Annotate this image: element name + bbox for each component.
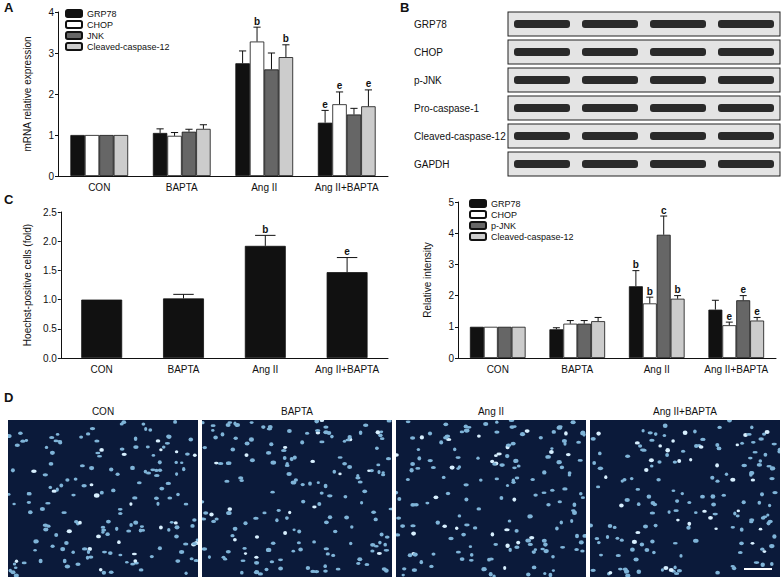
svg-text:BAPTA: BAPTA (167, 364, 199, 375)
html-text:Ang II: Ang II (477, 406, 505, 417)
svg-text:2.0: 2.0 (43, 236, 57, 247)
svg-text:1: 1 (448, 321, 454, 332)
svg-text:mRNA relative expression: mRNA relative expression (22, 36, 33, 151)
html-text:BAPTA: BAPTA (281, 406, 313, 417)
svg-text:e: e (337, 80, 343, 91)
svg-text:2: 2 (48, 89, 54, 100)
svg-text:GRP78: GRP78 (414, 19, 447, 30)
svg-text:Ang II+BAPTA: Ang II+BAPTA (315, 182, 379, 193)
svg-text:p-JNK: p-JNK (491, 221, 516, 231)
svg-text:p-JNK: p-JNK (414, 75, 442, 86)
svg-text:CHOP: CHOP (87, 20, 113, 30)
html-text:CON: CON (91, 406, 115, 417)
svg-text:Ang II: Ang II (644, 364, 670, 375)
svg-text:GAPDH: GAPDH (414, 159, 450, 170)
html-text:D: D (4, 390, 14, 405)
svg-text:BAPTA: BAPTA (561, 364, 593, 375)
svg-text:e: e (366, 78, 372, 89)
html-text:A: A (4, 0, 14, 15)
svg-text:Pro-caspase-1: Pro-caspase-1 (414, 103, 479, 114)
svg-text:b: b (262, 224, 268, 235)
html-text:B: B (400, 0, 410, 15)
svg-text:GRP78: GRP78 (491, 199, 521, 209)
svg-text:3: 3 (48, 48, 54, 59)
html-text:Ang II+BAPTA: Ang II+BAPTA (653, 406, 717, 417)
svg-text:b: b (254, 16, 260, 27)
svg-text:e: e (322, 99, 328, 110)
svg-text:0.5: 0.5 (43, 323, 57, 334)
svg-text:b: b (647, 286, 653, 297)
html-text:C: C (4, 192, 14, 207)
svg-text:Ang II+BAPTA: Ang II+BAPTA (315, 364, 379, 375)
svg-text:CON: CON (88, 182, 110, 193)
svg-text:Hoechst-positive cells (fold): Hoechst-positive cells (fold) (22, 224, 33, 346)
svg-text:0: 0 (448, 353, 454, 364)
svg-text:Cleaved-caspase-12: Cleaved-caspase-12 (87, 42, 170, 52)
svg-text:CHOP: CHOP (491, 210, 517, 220)
svg-text:b: b (283, 33, 289, 44)
svg-text:Ang II+BAPTA: Ang II+BAPTA (704, 364, 768, 375)
svg-text:1.0: 1.0 (43, 294, 57, 305)
svg-text:4: 4 (448, 228, 454, 239)
svg-text:e: e (727, 311, 733, 322)
svg-text:4: 4 (48, 7, 54, 18)
svg-text:e: e (344, 246, 350, 257)
svg-text:JNK: JNK (87, 31, 104, 41)
svg-text:Ang II: Ang II (251, 182, 277, 193)
svg-text:c: c (661, 205, 667, 216)
svg-text:3: 3 (448, 259, 454, 270)
svg-text:1: 1 (48, 130, 54, 141)
svg-text:e: e (740, 284, 746, 295)
svg-text:BAPTA: BAPTA (166, 182, 198, 193)
svg-text:Relative intensity: Relative intensity (422, 242, 433, 318)
svg-text:1.5: 1.5 (43, 265, 57, 276)
svg-text:CON: CON (487, 364, 509, 375)
svg-text:2: 2 (448, 290, 454, 301)
svg-text:b: b (675, 284, 681, 295)
svg-text:b: b (633, 259, 639, 270)
svg-text:0: 0 (48, 171, 54, 182)
svg-text:Cleaved-caspase-12: Cleaved-caspase-12 (414, 131, 506, 142)
svg-text:Ang II: Ang II (252, 364, 278, 375)
svg-text:CHOP: CHOP (414, 47, 443, 58)
svg-text:2.5: 2.5 (43, 207, 57, 218)
svg-text:0.0: 0.0 (43, 353, 57, 364)
svg-text:Cleaved-caspase-12: Cleaved-caspase-12 (491, 232, 574, 242)
svg-text:e: e (754, 306, 760, 317)
svg-text:CON: CON (91, 364, 113, 375)
svg-text:5: 5 (448, 197, 454, 208)
svg-text:GRP78: GRP78 (87, 9, 117, 19)
